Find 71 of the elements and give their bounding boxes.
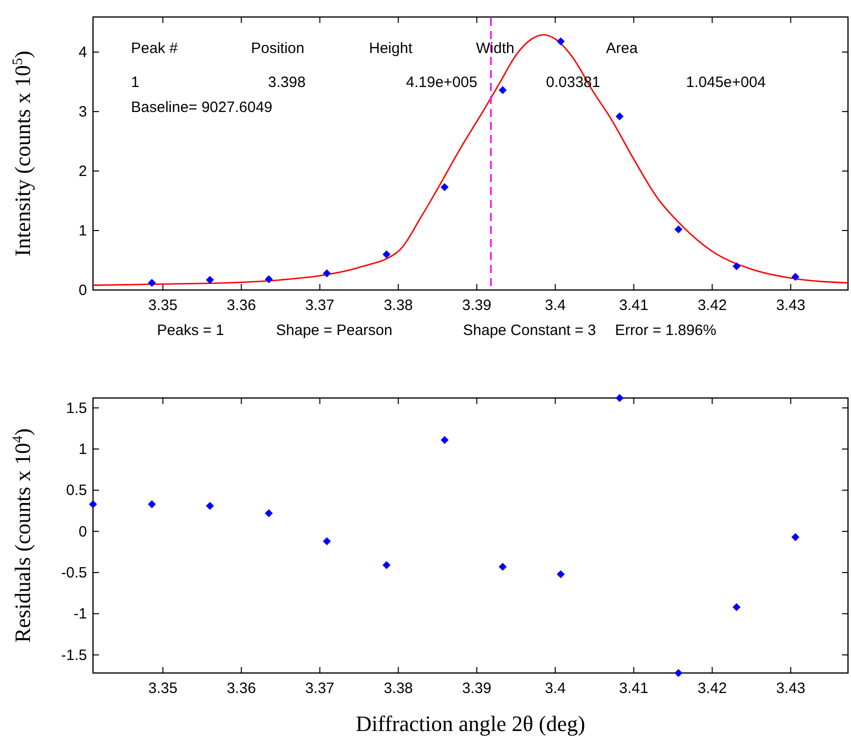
text: Peaks = 1 — [157, 322, 224, 339]
y-tick-label: 3 — [78, 104, 87, 121]
y-tick-label: -1.5 — [61, 646, 87, 664]
annotation: Height — [369, 40, 414, 57]
point — [89, 500, 97, 508]
point — [148, 500, 156, 508]
x-axis-title: Diffraction angle 2θ (deg) — [356, 711, 586, 736]
point — [556, 37, 565, 46]
y-tick-label: 0 — [78, 282, 87, 299]
point — [732, 603, 741, 612]
point — [440, 436, 449, 444]
y-tick-label: 0 — [78, 523, 87, 540]
point — [732, 262, 741, 270]
point — [616, 394, 624, 402]
x-tick-label: 3.37 — [305, 680, 334, 697]
point — [148, 278, 156, 287]
point — [498, 86, 507, 94]
y-tick-label: 4 — [78, 44, 87, 62]
point — [322, 269, 331, 278]
x-tick-label: 3.43 — [776, 680, 806, 697]
y-tick-label: 2 — [78, 163, 87, 180]
x-tick-label: 3.42 — [698, 680, 727, 697]
x-tick-label: 3.39 — [462, 680, 492, 697]
point — [264, 509, 273, 518]
annotation: 4.19e+005 — [406, 74, 478, 91]
text: Shape Constant = 3 — [463, 322, 596, 339]
text: Shape = Pearson — [276, 322, 392, 339]
point — [382, 561, 391, 570]
annotation: 1.045e+004 — [686, 74, 766, 91]
x-tick-label: 3.38 — [384, 680, 413, 697]
annotation: 3.398 — [268, 74, 306, 91]
y-tick-label: -1 — [74, 606, 87, 623]
x-tick-label: 3.36 — [226, 297, 256, 314]
annotation: Baseline= 9027.6049 — [131, 99, 272, 116]
annotation: Position — [251, 40, 304, 57]
point — [791, 533, 800, 542]
x-tick-label: 3.4 — [544, 680, 566, 697]
y-tick-label: 0.5 — [66, 482, 87, 500]
point — [791, 272, 800, 281]
x-tick-label: 3.4 — [544, 297, 566, 314]
x-tick-label: 3.35 — [148, 680, 178, 697]
annotation: Area — [606, 40, 638, 57]
y-tick-label: -0.5 — [61, 564, 87, 582]
annotation: 1 — [131, 74, 140, 91]
point — [616, 112, 624, 120]
point — [440, 183, 449, 192]
point — [674, 669, 682, 677]
annotation: Width — [476, 40, 514, 57]
y-tick-label: 1.5 — [66, 400, 87, 417]
point — [206, 502, 214, 510]
x-tick-label: 3.37 — [305, 297, 334, 314]
point — [382, 250, 391, 258]
x-tick-label: 3.42 — [698, 297, 727, 314]
y-tick-label: 1 — [78, 441, 87, 458]
line-series — [92, 34, 849, 286]
text: Error = 1.896% — [615, 322, 716, 339]
x-tick-label: 3.35 — [148, 297, 178, 314]
x-tick-label: 3.41 — [619, 680, 648, 697]
point — [264, 275, 273, 284]
x-tick-label: 3.39 — [462, 297, 492, 314]
annotation: Peak # — [131, 40, 178, 57]
y-tick-label: 1 — [78, 222, 87, 240]
x-tick-label: 3.36 — [226, 680, 256, 697]
point — [206, 276, 214, 284]
point — [674, 225, 682, 234]
x-tick-label: 3.43 — [776, 297, 806, 314]
point — [556, 570, 565, 578]
point — [322, 537, 331, 546]
point — [498, 562, 507, 571]
x-tick-label: 3.41 — [619, 297, 648, 314]
x-tick-label: 3.38 — [384, 297, 413, 314]
